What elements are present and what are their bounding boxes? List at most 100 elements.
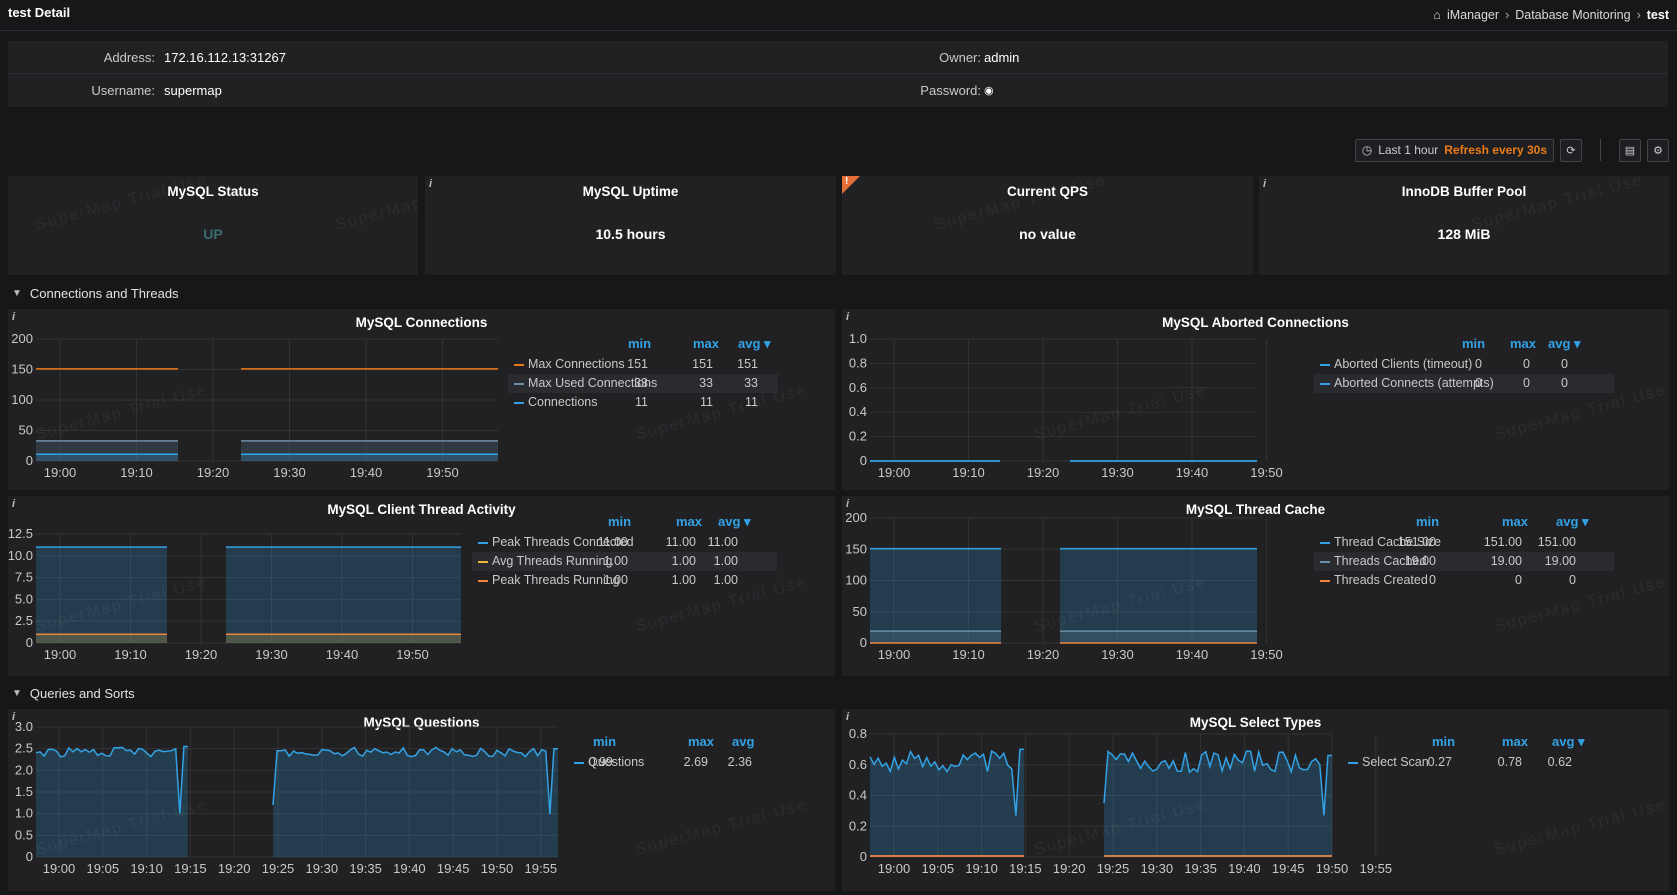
series-area: [870, 548, 1001, 643]
row-header-queries[interactable]: ▼ Queries and Sorts: [12, 686, 135, 701]
legend-value-avg: 0: [1561, 357, 1568, 371]
refresh-interval-label: Refresh every 30s: [1444, 143, 1547, 157]
row-header-connections[interactable]: ▼ Connections and Threads: [12, 286, 179, 301]
y-tick-label: 0.4: [849, 404, 867, 419]
panel-title: MySQL Connections: [355, 315, 488, 330]
x-tick-label: 19:00: [43, 861, 76, 876]
panel-title: MySQL Select Types: [1189, 715, 1322, 730]
panel-mysql-connections: i MySQL Connections 200 150 100 50 0 19:00 19:…: [8, 309, 835, 490]
home-icon[interactable]: ⌂: [1433, 8, 1441, 22]
stat-value: no value: [1019, 226, 1076, 242]
x-tick-label: 19:45: [437, 861, 470, 876]
legend-header-avg[interactable]: avg ▾: [1556, 514, 1589, 529]
legend-series-name: Max Connections: [528, 357, 625, 371]
y-tick-label: 12.5: [8, 526, 33, 541]
breadcrumb-item-imanager[interactable]: iManager: [1446, 8, 1500, 22]
stat-title: MySQL Status: [167, 184, 259, 199]
y-tick-label: 0: [26, 635, 33, 650]
info-icon[interactable]: i: [429, 178, 433, 190]
panel-mysql-client-thread-activity: i MySQL Client Thread Activity 12.5 10.0 7…: [8, 496, 835, 676]
y-tick-label: 100: [845, 573, 867, 588]
legend-header-max[interactable]: max: [1502, 514, 1529, 529]
legend-item[interactable]: Connections 11 11 11: [508, 393, 778, 412]
legend-item[interactable]: Aborted Connects (attempts) 0 0 0: [1314, 374, 1614, 393]
legend: min max avg ▾ Max Connections 151 151 151 Max U…: [508, 336, 778, 426]
legend-item[interactable]: Thread Cache Size 151.00 151.00 151.00: [1314, 533, 1614, 552]
info-icon[interactable]: i: [1263, 178, 1267, 190]
series-area: [36, 440, 178, 461]
info-icon[interactable]: i: [12, 498, 16, 510]
legend-series-name: Aborted Clients (timeout): [1334, 357, 1473, 371]
legend-item[interactable]: Threads Cached 19.00 19.00 19.00: [1314, 552, 1614, 571]
refresh-button[interactable]: ⟳: [1560, 138, 1582, 162]
legend-header-min[interactable]: min: [628, 336, 652, 351]
panel-title: MySQL Thread Cache: [1185, 502, 1326, 517]
x-tick-label: 19:10: [952, 647, 985, 662]
x-tick-label: 19:25: [262, 861, 295, 876]
info-icon[interactable]: i: [12, 711, 16, 723]
legend-item[interactable]: Avg Threads Running 1.00 1.00 1.00: [472, 552, 777, 571]
time-range-picker[interactable]: ◷ Last 1 hour Refresh every 30s: [1354, 138, 1554, 162]
legend: min max avg ▾ Peak Threads Connected 11.00 11…: [472, 514, 777, 604]
legend-series-name: Avg Threads Running: [492, 554, 613, 568]
legend-series-name: Connections: [528, 395, 598, 409]
panel-mysql-thread-cache: i MySQL Thread Cache 200 150 100 50 0 19:00 19…: [842, 496, 1669, 676]
legend-value-max: 151.00: [1483, 535, 1522, 549]
legend-header-min[interactable]: min: [1432, 734, 1456, 749]
info-icon[interactable]: i: [12, 311, 16, 323]
legend-header-avg[interactable]: avg ▾: [738, 336, 771, 351]
legend-item[interactable]: Max Connections 151 151 151: [508, 355, 778, 374]
legend-item[interactable]: Aborted Clients (timeout) 0 0 0: [1314, 355, 1614, 374]
legend-value-min: 0: [1429, 573, 1436, 587]
stat-value: UP: [203, 226, 223, 242]
legend-value-avg: 0.62: [1547, 755, 1572, 769]
legend-header-max[interactable]: max: [676, 514, 703, 529]
legend-item[interactable]: Select Scan 0.27 0.78 0.62: [1342, 753, 1612, 772]
legend-header-avg[interactable]: avg ▾: [1548, 336, 1581, 351]
legend-item[interactable]: Questions 0.99 2.69 2.36: [568, 753, 778, 772]
series-line: [272, 746, 558, 815]
info-icon[interactable]: i: [846, 498, 850, 510]
legend-swatch: [1320, 383, 1330, 385]
legend-header-avg[interactable]: avg: [732, 734, 755, 749]
y-tick-label: 100: [11, 392, 33, 407]
warning-corner-icon[interactable]: [842, 176, 860, 194]
y-tick-label: 0.6: [849, 380, 867, 395]
chevron-right-icon: ›: [1505, 8, 1510, 22]
x-tick-label: 19:50: [426, 465, 459, 480]
settings-button[interactable]: ⚙: [1647, 138, 1669, 162]
x-tick-label: 19:35: [1184, 861, 1217, 876]
legend-value-min: 33: [634, 376, 648, 390]
save-button[interactable]: ▤: [1619, 138, 1641, 162]
eye-icon[interactable]: ◉: [984, 85, 994, 97]
stat-title: InnoDB Buffer Pool: [1401, 184, 1527, 199]
info-icon[interactable]: i: [846, 311, 850, 323]
legend-header-max[interactable]: max: [693, 336, 720, 351]
breadcrumb-item-database-monitoring[interactable]: Database Monitoring: [1515, 8, 1631, 22]
legend-item[interactable]: Peak Threads Connected 11.00 11.00 11.00: [472, 533, 777, 552]
legend-header-avg[interactable]: avg ▾: [1552, 734, 1585, 749]
row-title: Connections and Threads: [29, 286, 179, 301]
chart-mysql-connections: 200 150 100 50 0 19:00 19:10 19:20 19:30 19:40 19:…: [11, 331, 498, 480]
legend-header-min[interactable]: min: [1462, 336, 1486, 351]
legend-header-min[interactable]: min: [593, 734, 617, 749]
legend-header-min[interactable]: min: [608, 514, 632, 529]
x-tick-label: 19:00: [44, 647, 77, 662]
y-tick-label: 0: [26, 849, 33, 864]
legend-value-max: 33: [699, 376, 713, 390]
legend-item[interactable]: Threads Created 0 0 0: [1314, 571, 1614, 590]
legend-item[interactable]: Peak Threads Running 1.00 1.00 1.00: [472, 571, 777, 590]
legend-item[interactable]: Max Used Connections 33 33 33: [508, 374, 778, 393]
x-tick-label: 19:10: [965, 861, 998, 876]
legend-header-min[interactable]: min: [1416, 514, 1440, 529]
legend-header-max[interactable]: max: [1510, 336, 1537, 351]
legend-header-avg[interactable]: avg ▾: [718, 514, 751, 529]
y-tick-label: 50: [853, 604, 867, 619]
panel-title: MySQL Questions: [363, 715, 480, 730]
legend-header-max[interactable]: max: [1502, 734, 1529, 749]
info-icon[interactable]: i: [846, 711, 850, 723]
x-tick-label: 19:00: [878, 647, 911, 662]
legend-header-max[interactable]: max: [688, 734, 715, 749]
legend-value-avg: 0: [1569, 573, 1576, 587]
legend-swatch: [514, 383, 524, 385]
